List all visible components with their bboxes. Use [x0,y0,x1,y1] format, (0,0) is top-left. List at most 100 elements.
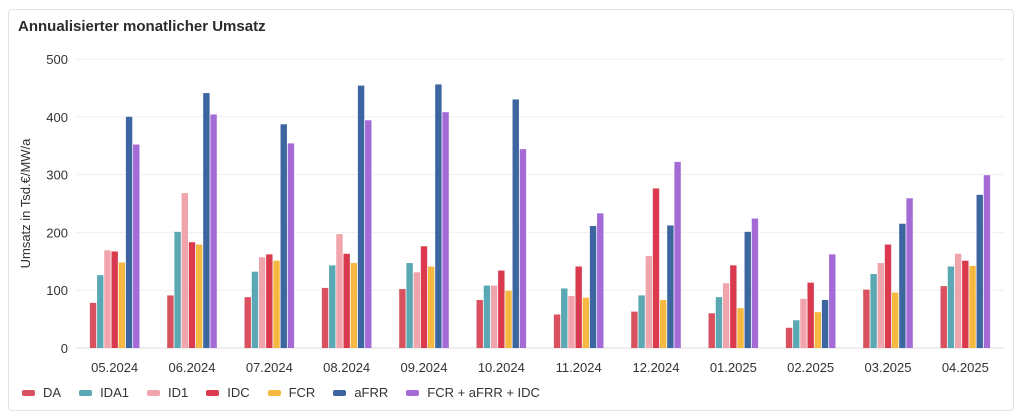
bar-id1-02.2025[interactable] [800,298,807,348]
bar-ida1-06.2024[interactable] [174,231,181,348]
bar-fcr-afrr-idc-07.2024[interactable] [287,143,295,348]
bar-fcr-10.2024[interactable] [505,290,512,348]
bar-fcr-03.2025[interactable] [892,292,899,348]
bar-afrr-03.2025[interactable] [899,223,906,348]
bar-da-05.2024[interactable] [89,302,97,348]
bar-afrr-11.2024[interactable] [589,226,597,348]
bar-fcr-02.2025[interactable] [814,312,822,348]
bar-fcr-08.2024[interactable] [350,263,358,348]
y-tick-label: 200 [46,225,68,240]
bar-da-07.2024[interactable] [244,297,251,348]
bar-da-02.2025[interactable] [785,327,793,348]
legend-swatch [146,389,160,396]
bar-idc-03.2025[interactable] [884,244,892,348]
bar-fcr-12.2024[interactable] [660,300,667,348]
bar-fcr-afrr-idc-06.2024[interactable] [210,114,217,348]
bar-ida1-04.2025[interactable] [947,266,955,348]
bar-ida1-10.2024[interactable] [483,285,491,348]
bar-idc-10.2024[interactable] [498,270,505,348]
bar-fcr-afrr-idc-08.2024[interactable] [365,120,372,348]
bar-fcr-07.2024[interactable] [273,260,280,348]
bar-fcr-afrr-idc-09.2024[interactable] [442,112,449,349]
bar-id1-10.2024[interactable] [490,285,498,348]
bar-afrr-10.2024[interactable] [512,99,519,349]
bar-idc-05.2024[interactable] [111,251,118,348]
bar-fcr-afrr-idc-03.2025[interactable] [906,198,913,348]
bar-idc-11.2024[interactable] [575,266,582,348]
bar-id1-05.2024[interactable] [104,250,111,348]
bar-idc-09.2024[interactable] [420,246,428,348]
bar-id1-09.2024[interactable] [413,272,420,348]
bar-id1-11.2024[interactable] [568,295,575,348]
bar-afrr-01.2025[interactable] [744,231,751,348]
bar-ida1-01.2025[interactable] [715,297,723,348]
bar-fcr-afrr-idc-11.2024[interactable] [597,213,604,348]
bar-fcr-05.2024[interactable] [118,262,126,348]
legend-item[interactable]: aFRR [333,385,388,400]
x-tick-label: 12.2024 [633,360,680,375]
bar-idc-12.2024[interactable] [652,188,660,348]
bar-fcr-afrr-idc-05.2024[interactable] [133,144,140,348]
bar-idc-02.2025[interactable] [807,282,814,348]
bar-ida1-11.2024[interactable] [561,288,568,348]
legend-item[interactable]: FCR + aFRR + IDC [406,385,540,400]
bar-afrr-08.2024[interactable] [357,85,365,348]
bar-id1-06.2024[interactable] [181,193,188,348]
bar-da-03.2025[interactable] [863,289,870,348]
bar-da-08.2024[interactable] [321,287,329,348]
bar-ida1-03.2025[interactable] [870,274,877,348]
bar-ida1-02.2025[interactable] [793,320,800,348]
bar-fcr-afrr-idc-04.2025[interactable] [983,175,991,348]
y-tick-label: 100 [46,283,68,298]
bar-da-06.2024[interactable] [167,295,174,348]
bar-ida1-07.2024[interactable] [251,271,259,348]
legend-item[interactable]: DA [22,385,61,400]
legend-item[interactable]: FCR [267,385,316,400]
y-axis-ticks: 0 100 200 300 400 500 [46,52,68,356]
legend-item[interactable]: IDA1 [79,385,129,400]
bar-da-12.2024[interactable] [631,311,638,348]
bar-idc-04.2025[interactable] [962,260,969,348]
y-axis-label: Umsatz in Tsd.€/MW/a [18,138,33,269]
bar-id1-08.2024[interactable] [336,234,343,348]
bar-id1-12.2024[interactable] [645,256,652,348]
bar-id1-04.2025[interactable] [954,253,962,348]
legend-item[interactable]: IDC [206,385,250,400]
bar-ida1-12.2024[interactable] [638,295,645,348]
bar-fcr-06.2024[interactable] [196,244,203,348]
bar-ida1-09.2024[interactable] [406,263,413,348]
bar-afrr-06.2024[interactable] [203,93,210,349]
bar-idc-06.2024[interactable] [188,242,196,348]
bar-id1-01.2025[interactable] [722,283,730,348]
bar-afrr-07.2024[interactable] [280,124,287,349]
bar-afrr-05.2024[interactable] [125,116,133,348]
legend-item[interactable]: ID1 [146,385,188,400]
bar-afrr-09.2024[interactable] [435,84,442,348]
bar-id1-03.2025[interactable] [877,263,884,348]
bar-fcr-afrr-idc-01.2025[interactable] [751,218,759,348]
bar-da-09.2024[interactable] [399,289,406,348]
bar-fcr-afrr-idc-12.2024[interactable] [674,161,681,348]
bar-ida1-05.2024[interactable] [97,275,104,348]
bar-da-04.2025[interactable] [940,286,947,348]
legend-swatch [333,389,347,396]
bar-idc-07.2024[interactable] [266,254,273,348]
bar-fcr-01.2025[interactable] [737,308,744,348]
bar-id1-07.2024[interactable] [258,257,266,348]
bar-fcr-11.2024[interactable] [582,297,590,348]
bar-fcr-afrr-idc-10.2024[interactable] [519,149,527,348]
bar-idc-08.2024[interactable] [343,253,350,348]
bar-idc-01.2025[interactable] [730,265,737,348]
bar-afrr-12.2024[interactable] [667,225,674,348]
bar-da-11.2024[interactable] [553,314,561,348]
bar-ida1-08.2024[interactable] [329,265,336,348]
bar-fcr-04.2025[interactable] [969,265,976,348]
bar-da-10.2024[interactable] [476,300,483,348]
bar-da-01.2025[interactable] [708,313,715,348]
bar-fcr-09.2024[interactable] [428,266,435,348]
bar-afrr-04.2025[interactable] [976,194,983,348]
legend-swatch [406,389,420,396]
bar-afrr-02.2025[interactable] [821,300,829,348]
legend-label: FCR [288,385,316,400]
bar-fcr-afrr-idc-02.2025[interactable] [829,254,836,348]
